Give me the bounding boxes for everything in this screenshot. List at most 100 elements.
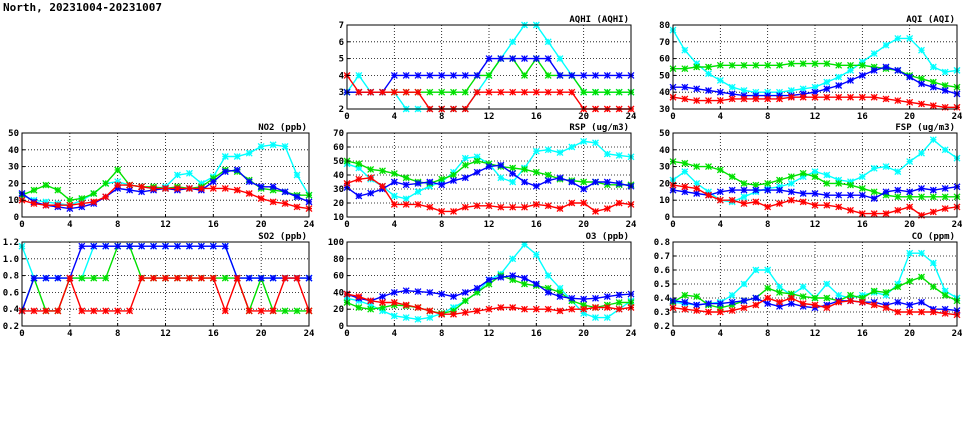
data-point (521, 305, 528, 313)
data-point (379, 293, 386, 301)
data-point (461, 71, 469, 79)
data-point (521, 71, 528, 79)
data-point (799, 190, 807, 197)
data-point (90, 190, 98, 197)
data-point (126, 181, 134, 189)
data-point (705, 63, 712, 71)
y-tick-label: 1.0 (3, 255, 19, 265)
data-point (497, 88, 505, 96)
data-point (414, 315, 422, 323)
data-point (473, 284, 481, 292)
chart-title: SO2 (ppb) (258, 232, 307, 242)
data-point (918, 249, 925, 257)
data-point (173, 242, 181, 250)
data-point (847, 76, 854, 84)
data-point (728, 90, 736, 98)
y-tick-label: 20 (333, 305, 344, 315)
chart-title: RSP (ug/m3) (569, 123, 629, 133)
y-tick-label: 0.6 (654, 266, 670, 276)
data-point (355, 304, 363, 311)
x-tick-label: 12 (810, 220, 821, 230)
data-point (556, 307, 564, 315)
data-point (681, 183, 689, 191)
data-point (941, 309, 949, 317)
data-point (858, 61, 866, 69)
chart-so2: 0 4 8 12 16 20 24 0.2 0.4 0.6 0.8 1.0 1.2 SO2 (ppb) (3, 232, 315, 339)
data-point (764, 61, 772, 69)
data-point (138, 183, 146, 191)
data-point (390, 192, 398, 200)
x-tick-label: 24 (626, 329, 637, 339)
data-point (847, 93, 854, 101)
data-point (556, 205, 564, 213)
data-point (66, 274, 74, 282)
x-tick-label: 4 (67, 220, 73, 230)
data-point (882, 288, 890, 296)
data-point (929, 186, 937, 194)
y-tick-label: 7 (339, 21, 344, 31)
x-tick-label: 24 (952, 329, 963, 339)
y-tick-label: 3 (339, 88, 344, 98)
y-tick-label: 40 (333, 171, 344, 181)
data-point (728, 83, 736, 91)
data-point (740, 200, 748, 208)
data-point (556, 88, 564, 96)
data-point (681, 305, 689, 313)
data-point (568, 199, 576, 207)
y-tick-label: 0.7 (654, 252, 670, 262)
data-point (764, 186, 772, 194)
data-point (426, 178, 434, 186)
data-point (367, 189, 375, 197)
data-point (929, 259, 937, 267)
data-point (379, 182, 386, 190)
data-point (42, 274, 50, 282)
data-point (740, 280, 748, 288)
data-point (30, 274, 38, 282)
data-point (162, 184, 169, 192)
y-tick-label: 40 (333, 288, 344, 298)
y-tick-label: 30 (8, 163, 19, 173)
data-point (787, 93, 795, 101)
data-point (693, 301, 701, 309)
data-point (693, 184, 701, 192)
data-point (740, 186, 748, 194)
data-point (580, 185, 588, 193)
data-point (173, 184, 181, 192)
data-point (929, 63, 937, 71)
data-point (882, 210, 890, 218)
data-point (693, 85, 701, 93)
data-point (728, 186, 736, 194)
data-point (269, 183, 277, 191)
data-point (367, 88, 375, 96)
data-point (245, 274, 253, 282)
data-point (592, 178, 599, 186)
data-point (233, 153, 241, 160)
data-point (509, 170, 517, 178)
data-point (138, 274, 146, 282)
data-point (30, 186, 38, 194)
data-point (544, 146, 552, 154)
data-point (823, 93, 831, 101)
data-point (461, 154, 469, 162)
data-point (556, 293, 564, 301)
x-tick-label: 24 (626, 220, 637, 230)
data-point (906, 249, 914, 257)
data-point (681, 159, 689, 167)
data-point (509, 88, 517, 96)
data-point (126, 242, 134, 250)
data-point (379, 88, 386, 96)
data-point (426, 71, 434, 79)
data-point (390, 299, 398, 306)
data-point (847, 297, 854, 305)
series-3 (669, 181, 961, 219)
data-point (693, 163, 701, 171)
data-point (367, 305, 375, 313)
y-tick-label: 30 (659, 105, 670, 115)
data-point (929, 283, 937, 291)
chart-fsp: 0 4 8 12 16 20 24 0 10 20 30 40 50 FSP (ug/m3) (659, 123, 963, 230)
data-point (473, 88, 481, 96)
data-point (54, 274, 62, 282)
data-point (776, 176, 783, 184)
y-tick-label: 50 (659, 71, 670, 81)
data-point (870, 195, 878, 202)
